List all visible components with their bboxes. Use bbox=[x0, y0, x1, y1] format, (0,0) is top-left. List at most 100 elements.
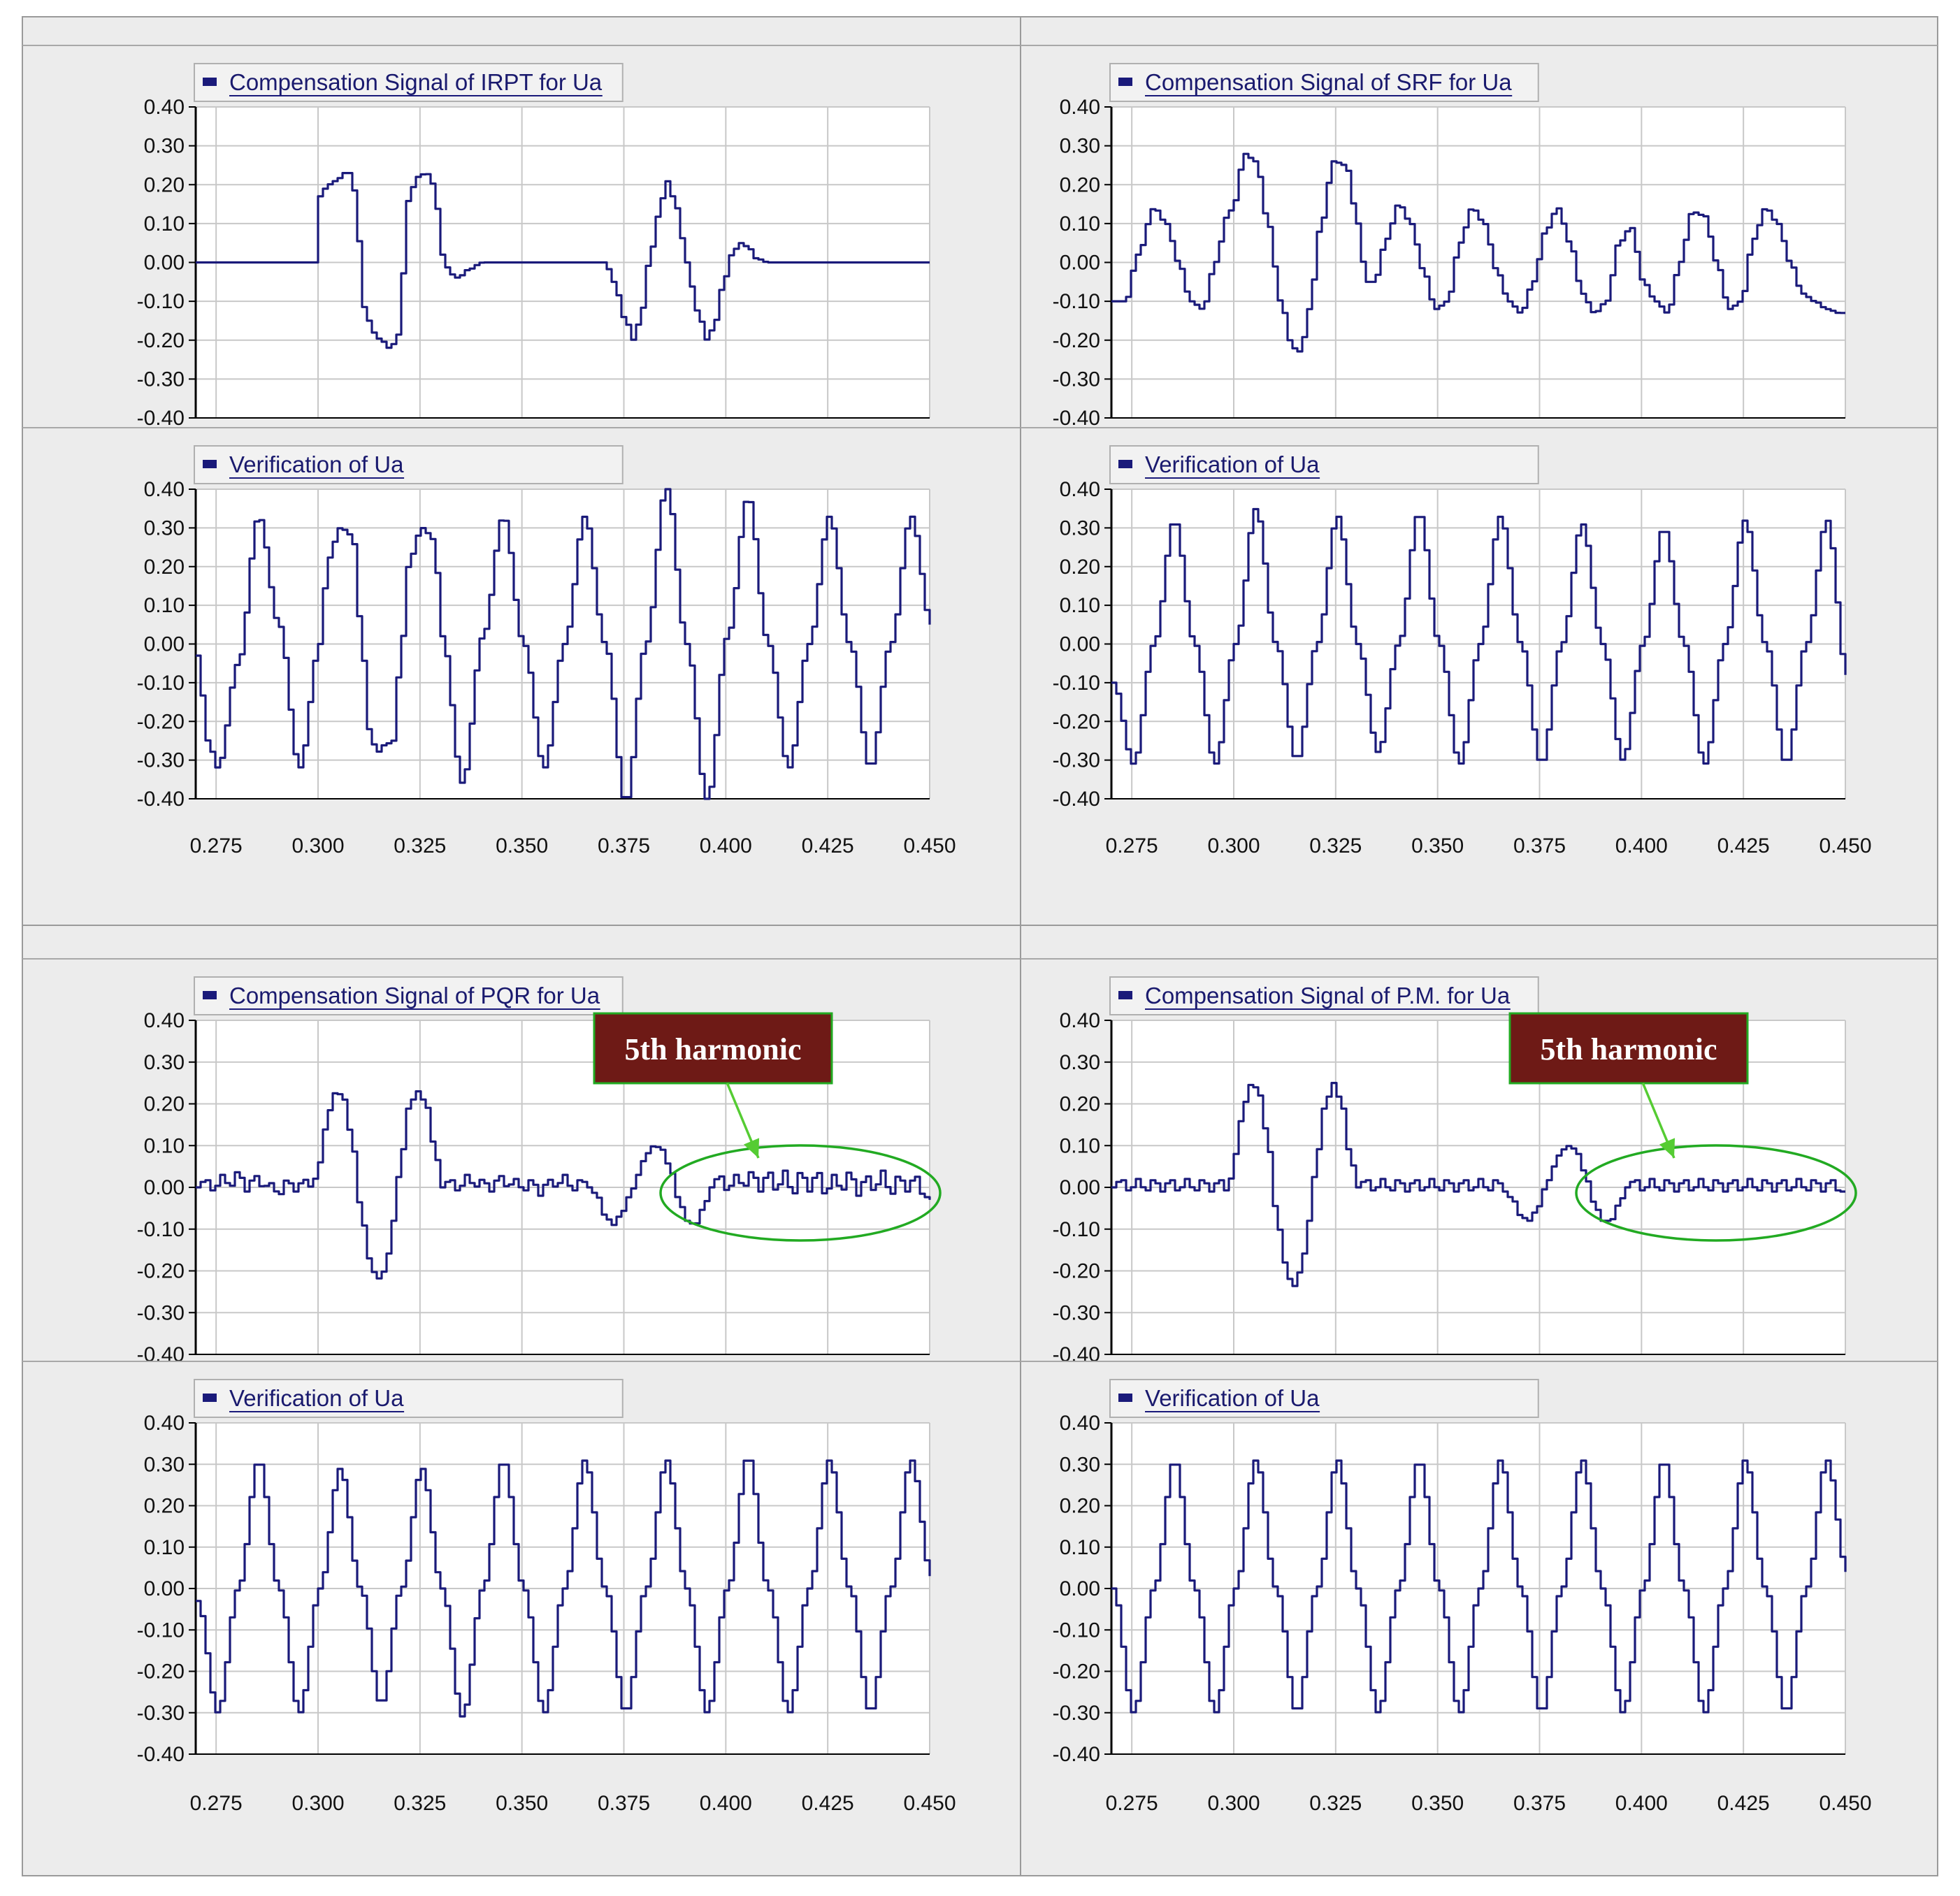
x-tick-label: 0.375 bbox=[1513, 1792, 1566, 1815]
y-tick-label: -0.40 bbox=[137, 1743, 185, 1766]
y-tick-label: 0.30 bbox=[1060, 1051, 1100, 1074]
panel-compensation: 0.40 0.30 0.20 0.10 0.00 -0.10 -0.20 -0.30 -0.40… bbox=[1021, 958, 1938, 1366]
y-tick-label: -0.20 bbox=[1053, 710, 1100, 733]
y-tick-label: 0.20 bbox=[1060, 1495, 1100, 1518]
legend-swatch bbox=[203, 460, 217, 468]
x-tick-label: 0.300 bbox=[291, 1792, 344, 1815]
y-tick-label: -0.30 bbox=[1053, 368, 1100, 391]
x-tick-label: 0.275 bbox=[190, 834, 243, 857]
y-tick-label: -0.30 bbox=[1053, 749, 1100, 772]
y-tick-label: 0.20 bbox=[144, 1093, 185, 1116]
legend-swatch bbox=[1118, 991, 1132, 999]
y-tick-label: -0.40 bbox=[137, 1343, 185, 1366]
panel-compensation: 0.40 0.30 0.20 0.10 0.00 -0.10 -0.20 -0.30 -0.40… bbox=[22, 45, 1021, 430]
y-tick-label: 0.40 bbox=[1060, 478, 1100, 501]
x-tick-label: 0.450 bbox=[903, 834, 956, 857]
y-tick-label: -0.10 bbox=[137, 672, 185, 695]
panel-verification: 0.40 0.30 0.20 0.10 0.00 -0.10 -0.20 -0.30 -0.40… bbox=[1021, 1361, 1938, 1766]
series-line bbox=[196, 488, 931, 800]
annotation-label: 5th harmonic bbox=[625, 1032, 802, 1066]
y-tick-label: 0.40 bbox=[144, 96, 185, 119]
x-tick-label: 0.425 bbox=[1717, 834, 1770, 857]
panel-verification: 0.40 0.30 0.20 0.10 0.00 -0.10 -0.20 -0.30 -0.40… bbox=[22, 1361, 1021, 1766]
annotation-box bbox=[1508, 1012, 1749, 1085]
x-tick-label: 0.325 bbox=[394, 834, 446, 857]
panel-title: Verification of Ua bbox=[1145, 451, 1320, 477]
y-tick-label: -0.20 bbox=[137, 329, 185, 352]
series-line bbox=[196, 1090, 931, 1280]
series-line bbox=[196, 172, 930, 349]
x-tick-label: 0.425 bbox=[802, 1792, 854, 1815]
y-tick-label: 0.20 bbox=[1060, 1093, 1100, 1116]
series-line bbox=[1111, 1082, 1845, 1287]
y-tick-label: 0.30 bbox=[144, 1453, 185, 1476]
y-tick-label: 0.00 bbox=[144, 1176, 185, 1199]
panel-title: Compensation Signal of P.M. for Ua bbox=[1145, 983, 1511, 1008]
panel-verification: 0.40 0.30 0.20 0.10 0.00 -0.10 -0.20 -0.30 -0.40… bbox=[22, 427, 1021, 811]
legend-swatch bbox=[1118, 78, 1132, 86]
y-tick-label: 0.00 bbox=[144, 633, 185, 656]
panel-verification: 0.40 0.30 0.20 0.10 0.00 -0.10 -0.20 -0.30 -0.40… bbox=[1021, 427, 1938, 811]
y-tick-label: -0.10 bbox=[137, 1218, 185, 1241]
y-tick-label: -0.30 bbox=[1053, 1301, 1100, 1324]
x-tick-label: 0.275 bbox=[190, 1792, 243, 1815]
y-tick-label: -0.10 bbox=[137, 290, 185, 313]
y-tick-label: -0.40 bbox=[137, 788, 185, 811]
y-tick-label: 0.40 bbox=[144, 478, 185, 501]
series-line bbox=[1111, 1459, 1847, 1714]
y-tick-label: 0.40 bbox=[144, 1009, 185, 1032]
x-tick-label: 0.275 bbox=[1106, 1792, 1158, 1815]
y-tick-label: -0.10 bbox=[1053, 672, 1100, 695]
x-tick-label: 0.350 bbox=[496, 1792, 548, 1815]
annotation-arrowhead bbox=[1659, 1138, 1676, 1158]
panel-compensation: 0.40 0.30 0.20 0.10 0.00 -0.10 -0.20 -0.30 -0.40… bbox=[1021, 45, 1938, 430]
chart-irpt: 0.40 0.30 0.20 0.10 0.00 -0.10 -0.20 -0.30 -0.40… bbox=[22, 16, 1021, 926]
annotation-box bbox=[593, 1012, 833, 1085]
x-tick-label: 0.325 bbox=[394, 1792, 446, 1815]
x-tick-label: 0.450 bbox=[1819, 1792, 1871, 1815]
y-tick-label: 0.40 bbox=[1060, 96, 1100, 119]
y-tick-label: 0.10 bbox=[1060, 594, 1100, 617]
y-tick-label: 0.10 bbox=[1060, 1134, 1100, 1157]
x-tick-label: 0.375 bbox=[598, 834, 650, 857]
x-tick-label: 0.375 bbox=[1513, 834, 1566, 857]
y-tick-label: -0.20 bbox=[1053, 1260, 1100, 1283]
x-tick-label: 0.300 bbox=[291, 834, 344, 857]
y-tick-label: -0.40 bbox=[1053, 788, 1100, 811]
panel-title: Verification of Ua bbox=[229, 1385, 404, 1411]
annotation-5th-harmonic: 5th harmonic bbox=[1508, 1012, 1857, 1242]
panel-title: Verification of Ua bbox=[1145, 1385, 1320, 1411]
panel-title: Compensation Signal of PQR for Ua bbox=[229, 983, 600, 1008]
y-tick-label: 0.40 bbox=[144, 1412, 185, 1435]
y-tick-label: 0.00 bbox=[1060, 1176, 1100, 1199]
y-tick-label: 0.10 bbox=[1060, 212, 1100, 236]
x-tick-label: 0.300 bbox=[1207, 834, 1260, 857]
annotation-5th-harmonic: 5th harmonic bbox=[593, 1012, 942, 1242]
x-tick-label: 0.400 bbox=[700, 1792, 752, 1815]
y-tick-label: 0.30 bbox=[144, 516, 185, 540]
x-tick-label: 0.425 bbox=[1717, 1792, 1770, 1815]
y-tick-label: 0.20 bbox=[1060, 556, 1100, 579]
y-tick-label: 0.10 bbox=[144, 1536, 185, 1559]
chart-pm: 0.40 0.30 0.20 0.10 0.00 -0.10 -0.20 -0.30 -0.40… bbox=[1020, 925, 1938, 1876]
y-tick-label: -0.40 bbox=[137, 407, 185, 430]
series-line bbox=[1111, 507, 1847, 765]
legend-swatch bbox=[203, 991, 217, 999]
y-tick-label: 0.10 bbox=[1060, 1536, 1100, 1559]
y-tick-label: -0.40 bbox=[1053, 1743, 1100, 1766]
annotation-label: 5th harmonic bbox=[1541, 1032, 1717, 1066]
y-tick-label: 0.30 bbox=[1060, 1453, 1100, 1476]
y-tick-label: -0.20 bbox=[137, 1260, 185, 1283]
y-tick-label: 0.40 bbox=[1060, 1412, 1100, 1435]
y-tick-label: 0.20 bbox=[144, 173, 185, 196]
y-tick-label: -0.10 bbox=[1053, 1218, 1100, 1241]
y-tick-label: -0.10 bbox=[137, 1619, 185, 1642]
y-tick-label: 0.20 bbox=[144, 1495, 185, 1518]
panel-title: Verification of Ua bbox=[229, 451, 404, 477]
y-tick-label: 0.30 bbox=[1060, 135, 1100, 158]
legend-swatch bbox=[203, 1394, 217, 1402]
chart-pqr: 0.40 0.30 0.20 0.10 0.00 -0.10 -0.20 -0.30 -0.40… bbox=[22, 925, 1021, 1876]
x-tick-label: 0.400 bbox=[1615, 834, 1668, 857]
panel-title: Compensation Signal of IRPT for Ua bbox=[229, 69, 603, 95]
